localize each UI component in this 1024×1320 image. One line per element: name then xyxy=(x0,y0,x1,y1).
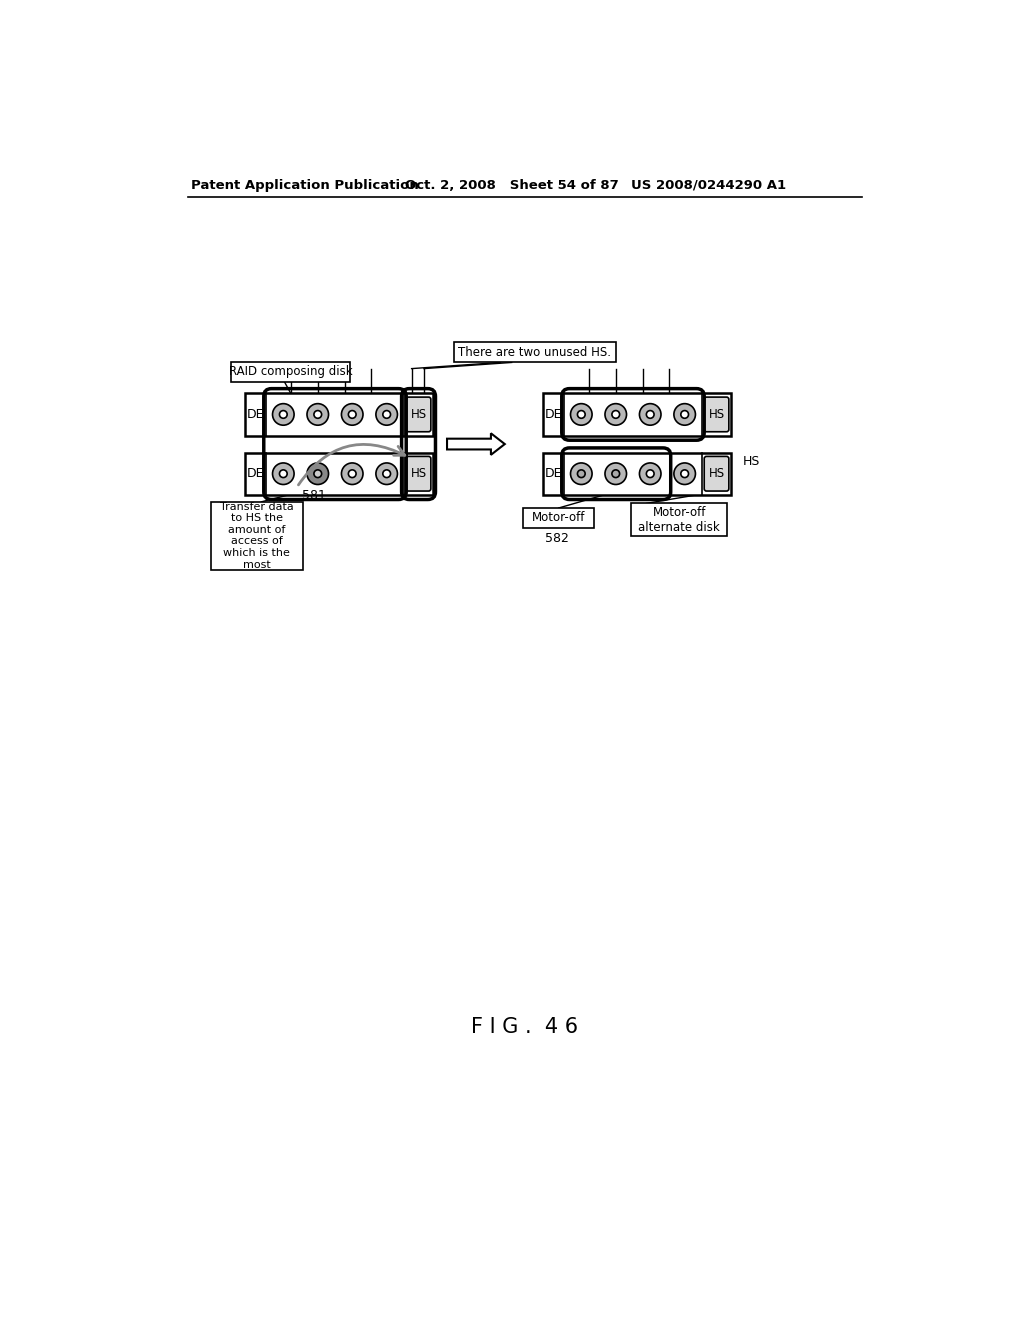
Bar xyxy=(543,393,731,436)
Bar xyxy=(523,508,594,528)
Circle shape xyxy=(605,463,627,484)
Circle shape xyxy=(307,463,329,484)
Bar xyxy=(454,342,615,363)
Bar xyxy=(245,453,433,495)
Circle shape xyxy=(674,463,695,484)
Text: RAID composing disk: RAID composing disk xyxy=(228,366,352,379)
Bar xyxy=(211,502,303,570)
Circle shape xyxy=(578,411,585,418)
Circle shape xyxy=(674,404,695,425)
Text: HS: HS xyxy=(709,467,725,480)
Text: HS: HS xyxy=(411,408,427,421)
Circle shape xyxy=(570,463,592,484)
Text: US 2008/0244290 A1: US 2008/0244290 A1 xyxy=(631,178,786,191)
Circle shape xyxy=(280,470,287,478)
Circle shape xyxy=(681,470,688,478)
Circle shape xyxy=(605,404,627,425)
Text: HS: HS xyxy=(709,408,725,421)
Circle shape xyxy=(639,463,662,484)
Text: Motor-off: Motor-off xyxy=(532,511,586,524)
FancyBboxPatch shape xyxy=(705,397,729,432)
Circle shape xyxy=(348,470,356,478)
Circle shape xyxy=(376,404,397,425)
Text: DE: DE xyxy=(545,408,562,421)
Text: F I G .  4 6: F I G . 4 6 xyxy=(471,1016,579,1038)
FancyBboxPatch shape xyxy=(407,457,431,491)
Bar xyxy=(543,453,731,495)
FancyBboxPatch shape xyxy=(705,457,729,491)
Text: 582: 582 xyxy=(545,532,568,545)
Circle shape xyxy=(383,470,390,478)
Text: There are two unused HS.: There are two unused HS. xyxy=(459,346,611,359)
Text: DE: DE xyxy=(247,408,264,421)
Text: DE: DE xyxy=(247,467,264,480)
Circle shape xyxy=(612,411,620,418)
Text: HS: HS xyxy=(742,455,760,469)
Circle shape xyxy=(314,411,322,418)
Circle shape xyxy=(639,404,662,425)
Text: HS: HS xyxy=(411,467,427,480)
Polygon shape xyxy=(447,433,505,455)
Circle shape xyxy=(570,404,592,425)
Circle shape xyxy=(376,463,397,484)
Bar xyxy=(631,503,727,536)
Text: Motor-off
alternate disk: Motor-off alternate disk xyxy=(638,506,720,533)
Circle shape xyxy=(646,411,654,418)
Circle shape xyxy=(341,463,362,484)
Text: Patent Application Publication: Patent Application Publication xyxy=(190,178,419,191)
Circle shape xyxy=(348,411,356,418)
Circle shape xyxy=(272,463,294,484)
Text: 581: 581 xyxy=(302,490,327,502)
Circle shape xyxy=(280,411,287,418)
Circle shape xyxy=(383,411,390,418)
Text: Oct. 2, 2008   Sheet 54 of 87: Oct. 2, 2008 Sheet 54 of 87 xyxy=(404,178,618,191)
Circle shape xyxy=(578,470,585,478)
Bar xyxy=(245,393,433,436)
Circle shape xyxy=(314,470,322,478)
Circle shape xyxy=(272,404,294,425)
Circle shape xyxy=(341,404,362,425)
Bar xyxy=(230,362,350,381)
Text: DE: DE xyxy=(545,467,562,480)
Text: Transfer data
to HS the
amount of
access of
which is the
most: Transfer data to HS the amount of access… xyxy=(220,502,294,570)
Circle shape xyxy=(681,411,688,418)
Circle shape xyxy=(612,470,620,478)
FancyBboxPatch shape xyxy=(407,397,431,432)
Circle shape xyxy=(307,404,329,425)
Circle shape xyxy=(646,470,654,478)
